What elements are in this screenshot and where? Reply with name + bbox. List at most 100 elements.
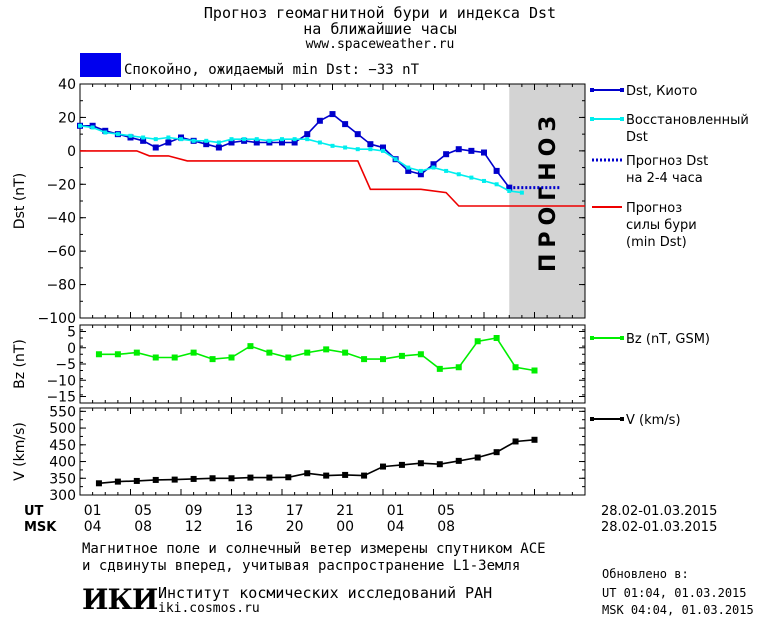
data-point [368, 147, 373, 152]
msk-tick-label: 20 [286, 519, 304, 535]
data-point [215, 144, 222, 151]
data-point [443, 151, 450, 158]
legend-marker [590, 117, 594, 121]
ut-tick-label: 09 [185, 503, 203, 519]
data-point [519, 190, 524, 195]
data-point [380, 356, 386, 363]
data-point [242, 137, 247, 142]
data-point [493, 167, 500, 174]
data-point [280, 137, 284, 142]
y-tick-label: 500 [49, 421, 76, 437]
data-point [128, 133, 133, 138]
data-point [166, 135, 171, 140]
data-point [380, 144, 386, 151]
data-point [253, 139, 260, 146]
y-tick-label: 0 [67, 341, 76, 357]
msk-tick-label: 04 [387, 519, 405, 535]
ut-tick-label: 13 [235, 503, 253, 519]
data-point [507, 188, 512, 193]
data-point [291, 139, 298, 146]
data-point [417, 351, 424, 358]
data-point [304, 470, 311, 477]
data-point [512, 438, 519, 445]
msk-tick-label: 08 [134, 519, 152, 535]
data-point [95, 351, 102, 358]
data-point [418, 168, 423, 173]
data-point [469, 175, 474, 180]
data-point [474, 338, 481, 345]
data-point [204, 138, 209, 143]
data-point [361, 472, 368, 479]
data-point [330, 143, 335, 148]
data-point [216, 140, 221, 145]
y-tick-label: 450 [49, 438, 76, 454]
data-point [417, 460, 424, 467]
data-point [406, 165, 411, 170]
msk-tick-label: 12 [185, 519, 203, 535]
y-tick-label: −80 [46, 278, 76, 294]
data-point [506, 184, 513, 191]
data-point [133, 477, 140, 484]
data-point [266, 349, 273, 356]
data-point [133, 349, 140, 356]
data-point [95, 480, 102, 487]
data-point [405, 167, 412, 174]
ut-tick-label: 05 [134, 503, 152, 519]
data-point [228, 139, 235, 146]
data-point [381, 148, 385, 153]
ut-tick-label: 01 [387, 503, 405, 519]
data-point [531, 436, 538, 443]
data-point [247, 343, 254, 350]
site-url[interactable]: www.spaceweather.ru [305, 37, 455, 52]
data-point [393, 157, 398, 162]
y-axis-label: V (km/s) [12, 422, 28, 481]
plot-frame-bz [79, 324, 586, 404]
data-point [355, 147, 360, 152]
forecast-band [509, 84, 585, 318]
data-point [228, 354, 235, 361]
data-point [531, 367, 538, 374]
data-point [152, 144, 159, 151]
data-point [431, 165, 436, 170]
legend-label: Dst [626, 130, 648, 145]
data-point [398, 352, 405, 359]
chart-title: Прогноз геомагнитной бури и индекса Dst [203, 4, 557, 22]
data-point [285, 354, 292, 361]
data-point [493, 335, 500, 341]
footer-note-2: и сдвинуты вперед, учитывая распростране… [82, 558, 521, 574]
legend-label: Прогноз Dst [626, 154, 708, 169]
data-point [455, 146, 462, 153]
institute-name: Институт космических исследований РАН [158, 584, 493, 602]
ut-tick-label: 17 [286, 503, 304, 519]
y-tick-label: −10 [46, 373, 76, 389]
institute-url[interactable]: iki.cosmos.ru [158, 601, 260, 616]
legend-label: Прогноз [626, 201, 682, 216]
ut-axis-label: UT [24, 504, 44, 519]
updated-label: Обновлено в: [602, 567, 689, 581]
y-tick-label: 20 [58, 110, 76, 126]
data-point [191, 138, 196, 143]
data-point [90, 125, 95, 130]
data-point [153, 137, 158, 142]
data-point [456, 172, 461, 177]
legend-label: Dst, Киото [626, 84, 697, 99]
data-point [152, 476, 159, 483]
data-point [494, 182, 499, 187]
series-line-bz-0 [98, 337, 535, 372]
data-point [114, 351, 121, 358]
data-point [317, 140, 322, 145]
series-line-dst-3 [80, 150, 585, 207]
data-point [78, 123, 82, 128]
data-point [190, 475, 197, 482]
y-tick-label: 40 [58, 77, 76, 93]
data-point [455, 457, 462, 464]
data-point [152, 354, 159, 361]
forecast-band-label: ПРОГНОЗ [536, 110, 561, 272]
data-point [209, 356, 216, 363]
data-point [417, 171, 424, 178]
ut-tick-label: 05 [437, 503, 455, 519]
msk-tick-label: 04 [84, 519, 102, 535]
series-line-v-0 [98, 439, 535, 485]
data-point [141, 135, 146, 140]
legend-marker [620, 88, 624, 92]
